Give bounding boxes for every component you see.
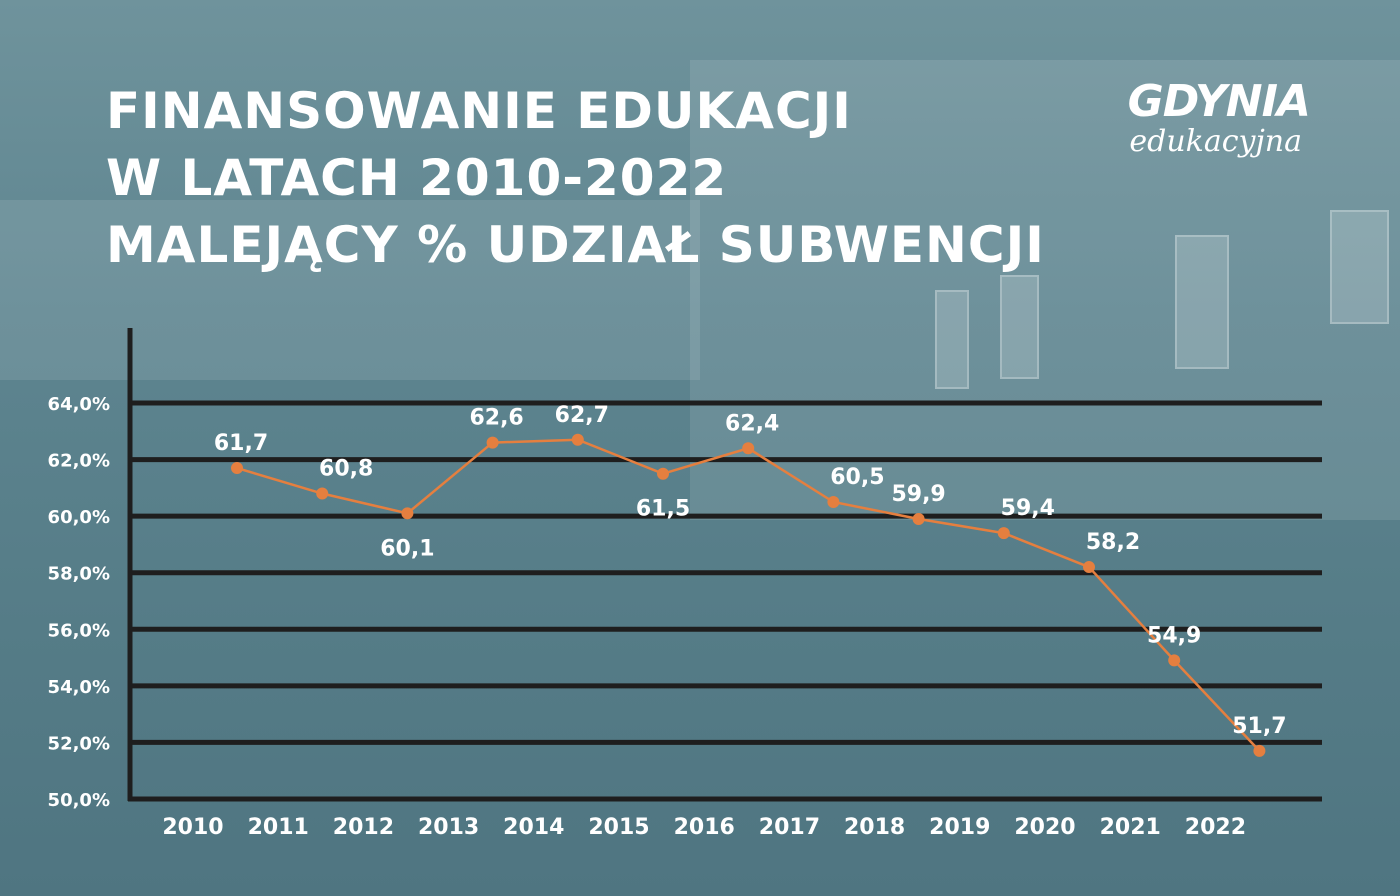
data-label: 62,6 — [469, 406, 523, 431]
data-label: 54,9 — [1147, 623, 1201, 648]
data-label: 61,7 — [214, 431, 268, 456]
title-line-1: FINANSOWANIE EDUKACJI — [106, 82, 852, 140]
chart-title: FINANSOWANIE EDUKACJI W LATACH 2010-2022… — [106, 78, 1045, 279]
x-tick-label: 2016 — [674, 815, 735, 840]
x-tick-label: 2019 — [929, 815, 990, 840]
title-line-2: W LATACH 2010-2022 — [106, 149, 728, 207]
y-tick-label: 50,0% — [48, 790, 110, 811]
window-shape — [1330, 210, 1389, 324]
series-line — [236, 438, 1261, 752]
data-point — [231, 462, 243, 475]
y-tick-label: 64,0% — [48, 394, 110, 415]
data-label: 59,9 — [891, 482, 945, 507]
data-label: 62,4 — [725, 411, 779, 436]
y-tick-label: 60,0% — [48, 507, 110, 528]
data-label: 51,7 — [1232, 714, 1286, 739]
gdynia-logo: GDYNIA edukacyjna — [1090, 76, 1311, 166]
x-tick-label: 2010 — [162, 815, 223, 840]
data-point — [1168, 654, 1181, 667]
x-tick-label: 2018 — [844, 815, 905, 840]
data-point — [912, 512, 925, 525]
data-point — [486, 436, 499, 449]
title-line-3: MALEJĄCY % UDZIAŁ SUBWENCJI — [106, 216, 1045, 274]
data-point — [1083, 561, 1095, 574]
x-tick-label: 2015 — [588, 815, 649, 840]
y-tick-label: 58,0% — [48, 564, 110, 585]
data-point — [1253, 744, 1266, 757]
y-tick-label: 54,0% — [48, 677, 110, 698]
x-tick-label: 2022 — [1185, 815, 1246, 840]
logo-text-sub: edukacyjna — [1129, 124, 1302, 159]
data-point — [401, 507, 414, 520]
x-tick-label: 2020 — [1014, 815, 1075, 840]
data-point — [571, 433, 584, 446]
x-tick-label: 2012 — [333, 815, 394, 840]
window-shape — [1000, 275, 1039, 379]
logo-text-main: GDYNIA — [1127, 76, 1311, 127]
data-label: 60,8 — [319, 457, 373, 482]
data-label: 59,4 — [1001, 496, 1055, 521]
data-point — [316, 487, 329, 500]
data-label: 60,1 — [380, 536, 434, 561]
y-tick-label: 52,0% — [48, 733, 110, 754]
x-tick-label: 2013 — [418, 815, 479, 840]
window-shape — [1175, 235, 1229, 369]
x-tick-label: 2021 — [1100, 815, 1161, 840]
y-tick-label: 56,0% — [48, 620, 110, 641]
data-point — [742, 442, 755, 455]
data-point — [997, 527, 1010, 540]
y-tick-label: 62,0% — [48, 451, 110, 472]
window-shape — [935, 290, 969, 389]
data-label: 60,5 — [830, 465, 884, 490]
data-point — [657, 467, 669, 480]
x-tick-label: 2017 — [759, 815, 820, 840]
building-shape — [690, 60, 1400, 520]
data-label: 58,2 — [1086, 530, 1140, 555]
building-shape — [0, 200, 700, 380]
data-point — [827, 496, 840, 508]
data-label: 62,7 — [555, 403, 609, 428]
x-tick-label: 2014 — [503, 815, 564, 840]
x-tick-label: 2011 — [248, 815, 309, 840]
data-label: 61,5 — [636, 497, 690, 522]
